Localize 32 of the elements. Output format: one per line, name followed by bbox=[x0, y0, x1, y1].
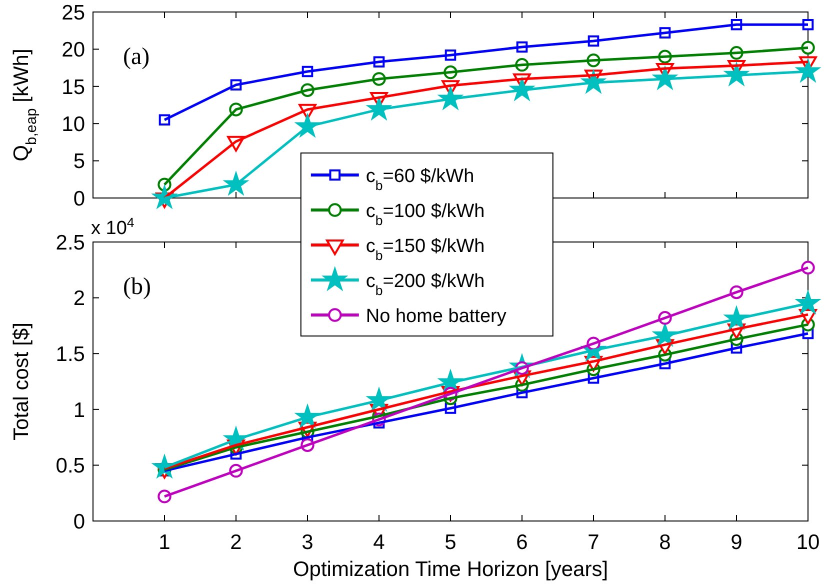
y-axis-title: Total cost [$] bbox=[10, 322, 33, 440]
legend-label: c$_{b}$=60 $/kWh bbox=[366, 166, 474, 192]
legend-label: c$_{b}$=200 $/kWh bbox=[366, 271, 485, 298]
x-tick-label: 1 bbox=[158, 531, 170, 554]
x-tick-label: 2 bbox=[230, 531, 242, 554]
annotation: (b) bbox=[123, 274, 151, 300]
legend-label: No home battery bbox=[366, 306, 507, 327]
x-tick-label: 7 bbox=[588, 531, 600, 554]
x-axis-title: Optimization Time Horizon [years] bbox=[292, 558, 608, 581]
y-tick-label: 0 bbox=[73, 187, 85, 210]
y-tick-label: 1 bbox=[73, 398, 85, 422]
y-tick-label: 5 bbox=[73, 150, 85, 174]
x-tick-label: 10 bbox=[796, 531, 820, 554]
text: x 10$^{4}$ bbox=[91, 214, 134, 239]
y-tick-label: 1.5 bbox=[56, 342, 85, 366]
y-tick-label: 2.5 bbox=[56, 231, 85, 254]
x-tick-label: 9 bbox=[730, 531, 742, 554]
y-tick-label: 0 bbox=[73, 510, 85, 534]
y-tick-label: 20 bbox=[62, 38, 85, 62]
x-tick-label: 5 bbox=[444, 531, 456, 554]
legend-label: c$_{b}$=150 $/kWh bbox=[366, 236, 485, 262]
y-tick-label: 25 bbox=[62, 1, 85, 24]
x-tick-label: 4 bbox=[373, 531, 386, 554]
annotation: (a) bbox=[123, 44, 150, 70]
x-tick-label: 6 bbox=[516, 531, 528, 554]
x-tick-label: 3 bbox=[302, 531, 314, 554]
y-tick-label: 0.5 bbox=[56, 454, 85, 478]
y-tick-label: 15 bbox=[62, 76, 85, 99]
x-tick-label: 8 bbox=[659, 531, 671, 554]
y-tick-label: 10 bbox=[62, 112, 85, 136]
y-tick-label: 2 bbox=[73, 287, 85, 310]
legend-label: c$_{b}$=100 $/kWh bbox=[366, 201, 485, 228]
